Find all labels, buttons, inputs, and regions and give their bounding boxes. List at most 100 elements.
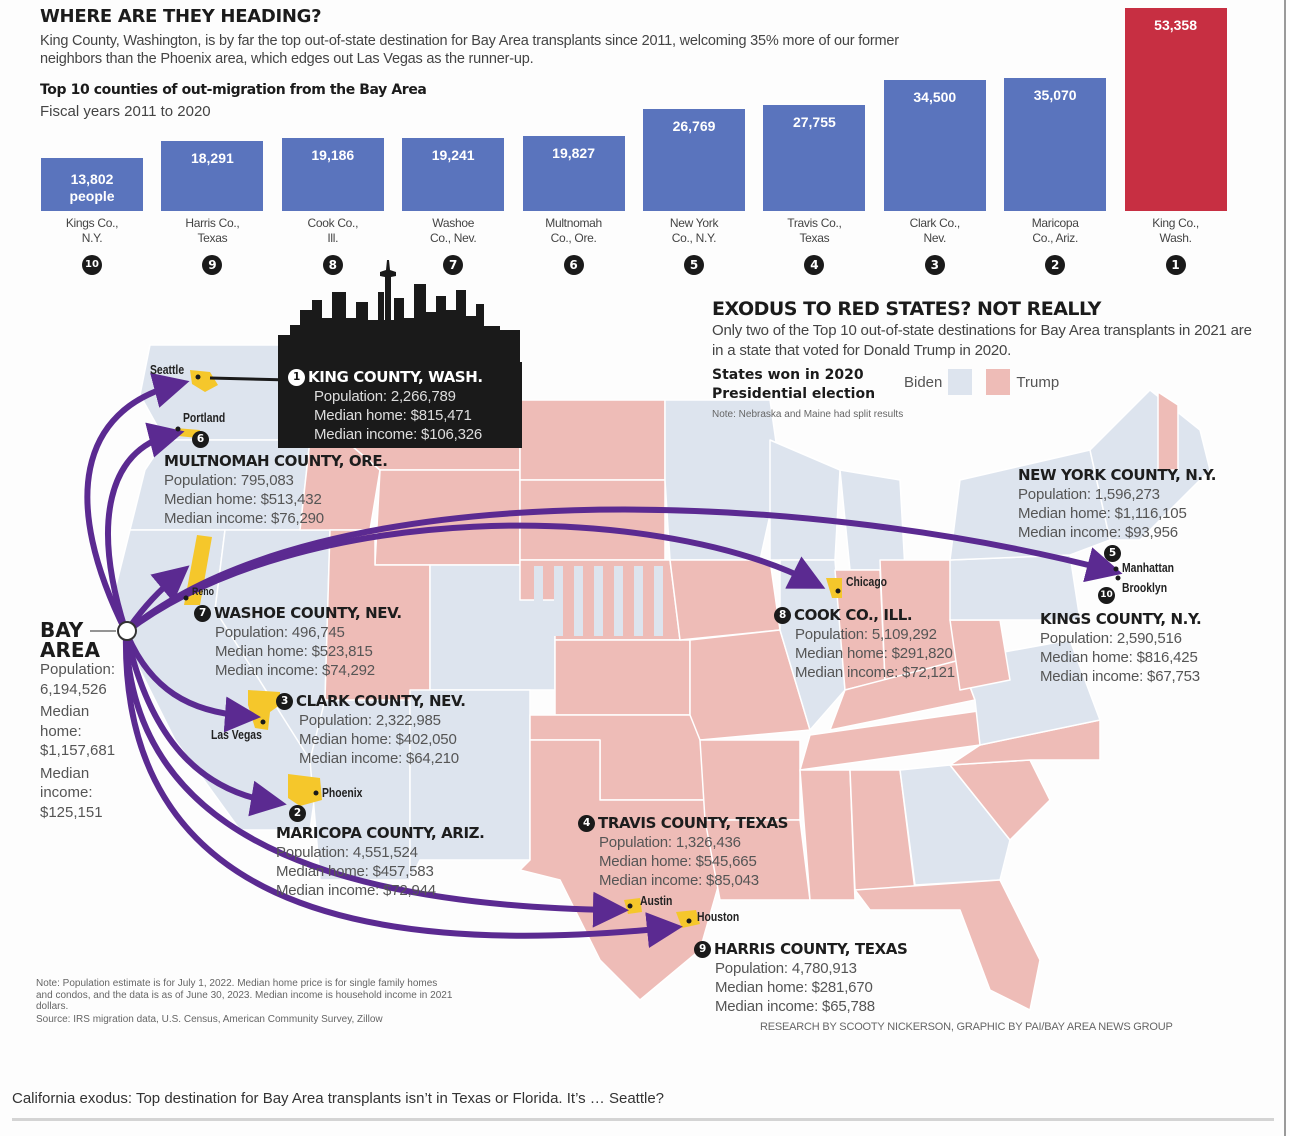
bar [402, 138, 505, 211]
county-median-income: Median income: $106,326 [314, 426, 483, 443]
county-name: KING COUNTY, WASH. [308, 368, 483, 386]
state-new-england [1089, 389, 1211, 541]
bar-value-label: 34,500 [913, 89, 957, 105]
county-name: MULTNOMAH COUNTY, ORE. [164, 452, 388, 470]
arrow-to-las-vegas [123, 629, 261, 733]
county-population: Population: 4,780,913 [715, 960, 857, 977]
bay-area-home-label-1: Median [40, 703, 90, 720]
rank-badge: 4 [578, 815, 595, 832]
county-population: Population: 1,326,436 [599, 834, 741, 851]
rank-badge: 1 [1165, 255, 1186, 275]
city-label-houston: Houston [697, 909, 740, 924]
arrow-to-new-york [123, 506, 1123, 635]
legend-title: States won in 2020 Presidential election [712, 366, 875, 404]
election-legend: Biden Trump [904, 369, 1059, 395]
rank-badge-multnomah: 6 [192, 431, 209, 448]
nebraska-stripe [534, 566, 543, 636]
page-title: WHERE ARE THEY HEADING? [40, 6, 322, 27]
county-name: TRAVIS COUNTY, TEXAS [598, 814, 789, 832]
rank-badge-kings: 10 [1098, 587, 1115, 604]
county-median-income: Median income: $93,956 [1018, 524, 1178, 541]
city-dot-brooklyn [1115, 575, 1121, 581]
county-median-home: Median home: $402,050 [299, 731, 457, 748]
bar-chart: 13,802 people Kings Co., N.Y. 10 18,291 Harris… [0, 0, 1290, 290]
bar [763, 105, 866, 211]
bar [1004, 78, 1107, 211]
state-iowa [669, 559, 781, 641]
bar [41, 158, 143, 211]
bar-value-label: 35,070 [1033, 87, 1077, 103]
nebraska-stripe [634, 566, 643, 636]
callout-cook-county: 8 COOK CO., ILL. Population: 5,109,292 Me… [774, 606, 955, 682]
legend-trump-label: Trump [1016, 373, 1060, 391]
city-dot-houston [686, 918, 692, 924]
legend-biden-swatch [948, 369, 973, 395]
callout-multnomah-county: MULTNOMAH COUNTY, ORE. Population: 795,0… [164, 452, 388, 528]
nebraska-stripe [594, 566, 603, 636]
bay-area-title: BAY AREA [40, 620, 100, 660]
bar-value-label: 53,358 [1154, 17, 1197, 33]
county-median-home: Median home: $545,665 [599, 853, 757, 870]
county-population: Population: 4,551,524 [276, 844, 418, 861]
callout-travis-county: 4 TRAVIS COUNTY, TEXAS Population: 1,326,… [578, 814, 788, 890]
callout-clark-county: 3 CLARK COUNTY, NEV. Population: 2,322,98… [276, 692, 466, 768]
bar-category-label: Maricopa Co., Ariz. [1031, 216, 1079, 245]
bar [522, 136, 625, 211]
state-south-dakota [519, 479, 666, 561]
legend-title-line-2: Presidential election [712, 386, 876, 402]
state-mississippi [799, 769, 856, 901]
city-dot-las-vegas [260, 719, 266, 725]
bar-category-label: New York Co., N.Y. [669, 216, 719, 245]
city-dot-phoenix [313, 790, 319, 796]
rank-badge: 3 [276, 693, 293, 710]
callout-maricopa-county: MARICOPA COUNTY, ARIZ. Population: 4,551… [276, 824, 485, 900]
rank-badge: 8 [774, 607, 791, 624]
county-median-income: Median income: $64,210 [299, 750, 459, 767]
arrow-to-chicago [123, 522, 826, 635]
city-dot-austin [627, 903, 633, 909]
county-median-home: Median home: $815,471 [314, 407, 472, 424]
state-arkansas [699, 739, 801, 821]
city-label-manhattan: Manhattan [1122, 560, 1174, 575]
rank-badge: 9 [202, 255, 223, 275]
seattle-leader-line [209, 376, 291, 382]
county-median-home: Median home: $281,670 [715, 979, 873, 996]
arrow-to-austin [123, 629, 629, 928]
arrow-to-houston [122, 629, 683, 949]
county-median-income: Median income: $85,043 [599, 872, 759, 889]
rank-badge: 10 [82, 255, 102, 275]
county-median-income: Median income: $72,944 [276, 882, 436, 899]
bay-area-stats: Population: 6,194,526 Median home: $1,15… [40, 660, 130, 822]
county-population: Population: 2,266,789 [314, 388, 456, 405]
nebraska-stripe [574, 566, 583, 636]
exodus-title: EXODUS TO RED STATES? NOT REALLY [712, 298, 1101, 320]
bar-value-label: 13,802 people [41, 171, 143, 205]
county-median-income: Median income: $67,753 [1040, 668, 1200, 685]
city-label-las-vegas: Las Vegas [211, 727, 262, 742]
seattle-skyline-icon [278, 260, 520, 365]
county-name: NEW YORK COUNTY, N.Y. [1018, 466, 1216, 484]
nebraska-stripe [654, 566, 663, 636]
callout-washoe-county: 7 WASHOE COUNTY, NEV. Population: 496,745… [194, 604, 402, 680]
footnote-text: Note: Population estimate is for July 1,… [36, 978, 453, 1012]
county-maricopa [288, 774, 322, 806]
footnote: Note: Population estimate is for July 1,… [36, 978, 456, 1025]
bar-value-label: 19,186 [311, 147, 355, 163]
arrow-to-seattle [84, 372, 190, 635]
county-median-home: Median home: $523,815 [215, 643, 373, 660]
bay-area-node [117, 621, 137, 641]
bay-area-income-label-2: income: [40, 784, 93, 801]
bay-area-title-line-1: BAY [40, 618, 84, 642]
exodus-subtitle: Only two of the Top 10 out-of-state dest… [712, 322, 1252, 359]
city-dot-manhattan [1113, 566, 1119, 572]
city-label-reno: Reno [192, 586, 214, 598]
county-name: KINGS COUNTY, N.Y. [1040, 610, 1202, 628]
city-dot-portland [175, 426, 181, 432]
state-new-mexico [409, 689, 531, 881]
chart-subtitle: Fiscal years 2011 to 2020 [40, 103, 211, 120]
county-population: Population: 5,109,292 [795, 626, 937, 643]
nebraska-stripe [614, 566, 623, 636]
bar [281, 138, 384, 211]
county-population: Population: 795,083 [164, 472, 294, 489]
page-edge-divider [1284, 0, 1286, 1136]
